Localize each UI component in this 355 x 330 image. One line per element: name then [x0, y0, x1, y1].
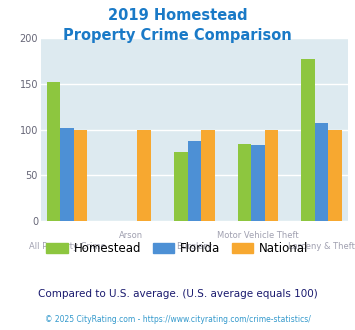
- Text: Property Crime Comparison: Property Crime Comparison: [63, 28, 292, 43]
- Bar: [137, 129, 151, 221]
- Text: Burglary: Burglary: [176, 242, 212, 251]
- Bar: [201, 129, 214, 221]
- Text: Motor Vehicle Theft: Motor Vehicle Theft: [217, 231, 299, 240]
- Text: Arson: Arson: [119, 231, 143, 240]
- Bar: [328, 129, 342, 221]
- Text: © 2025 CityRating.com - https://www.cityrating.com/crime-statistics/: © 2025 CityRating.com - https://www.city…: [45, 315, 310, 324]
- Bar: [74, 129, 87, 221]
- Legend: Homestead, Florida, National: Homestead, Florida, National: [42, 237, 313, 260]
- Text: Compared to U.S. average. (U.S. average equals 100): Compared to U.S. average. (U.S. average …: [38, 289, 317, 299]
- Bar: [47, 82, 60, 221]
- Bar: [265, 129, 278, 221]
- Text: Larceny & Theft: Larceny & Theft: [288, 242, 355, 251]
- Bar: [251, 145, 265, 221]
- Text: 2019 Homestead: 2019 Homestead: [108, 8, 247, 23]
- Bar: [315, 123, 328, 221]
- Bar: [238, 144, 251, 221]
- Bar: [174, 152, 188, 221]
- Bar: [301, 59, 315, 221]
- Bar: [188, 142, 201, 221]
- Bar: [60, 128, 74, 221]
- Text: All Property Crime: All Property Crime: [29, 242, 105, 251]
